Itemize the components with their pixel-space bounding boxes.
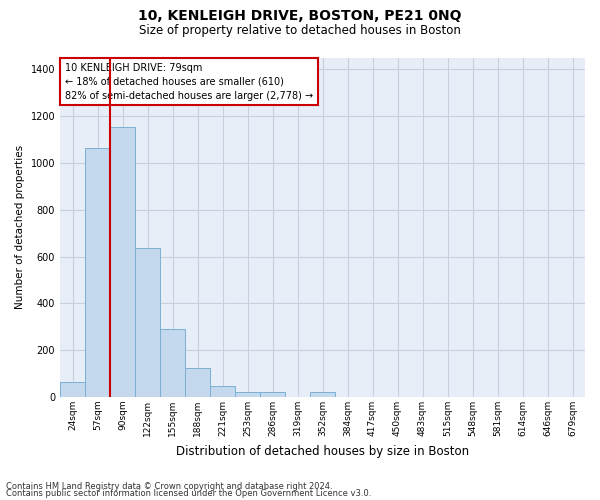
Bar (310, 392, 335, 397)
Bar (60, 382, 85, 397)
Text: Contains public sector information licensed under the Open Government Licence v3: Contains public sector information licen… (6, 489, 371, 498)
Bar (160, 329, 185, 397)
Text: Contains HM Land Registry data © Crown copyright and database right 2024.: Contains HM Land Registry data © Crown c… (6, 482, 332, 491)
Bar (185, 368, 210, 397)
Bar (110, 126, 135, 397)
Y-axis label: Number of detached properties: Number of detached properties (15, 145, 25, 310)
Text: 10, KENLEIGH DRIVE, BOSTON, PE21 0NQ: 10, KENLEIGH DRIVE, BOSTON, PE21 0NQ (138, 9, 462, 23)
Bar (85, 148, 110, 397)
X-axis label: Distribution of detached houses by size in Boston: Distribution of detached houses by size … (176, 444, 469, 458)
Bar (260, 392, 285, 397)
Text: 10 KENLEIGH DRIVE: 79sqm
← 18% of detached houses are smaller (610)
82% of semi-: 10 KENLEIGH DRIVE: 79sqm ← 18% of detach… (65, 62, 313, 100)
Text: Size of property relative to detached houses in Boston: Size of property relative to detached ho… (139, 24, 461, 37)
Bar (210, 386, 235, 397)
Bar (235, 392, 260, 397)
Bar (135, 248, 160, 397)
